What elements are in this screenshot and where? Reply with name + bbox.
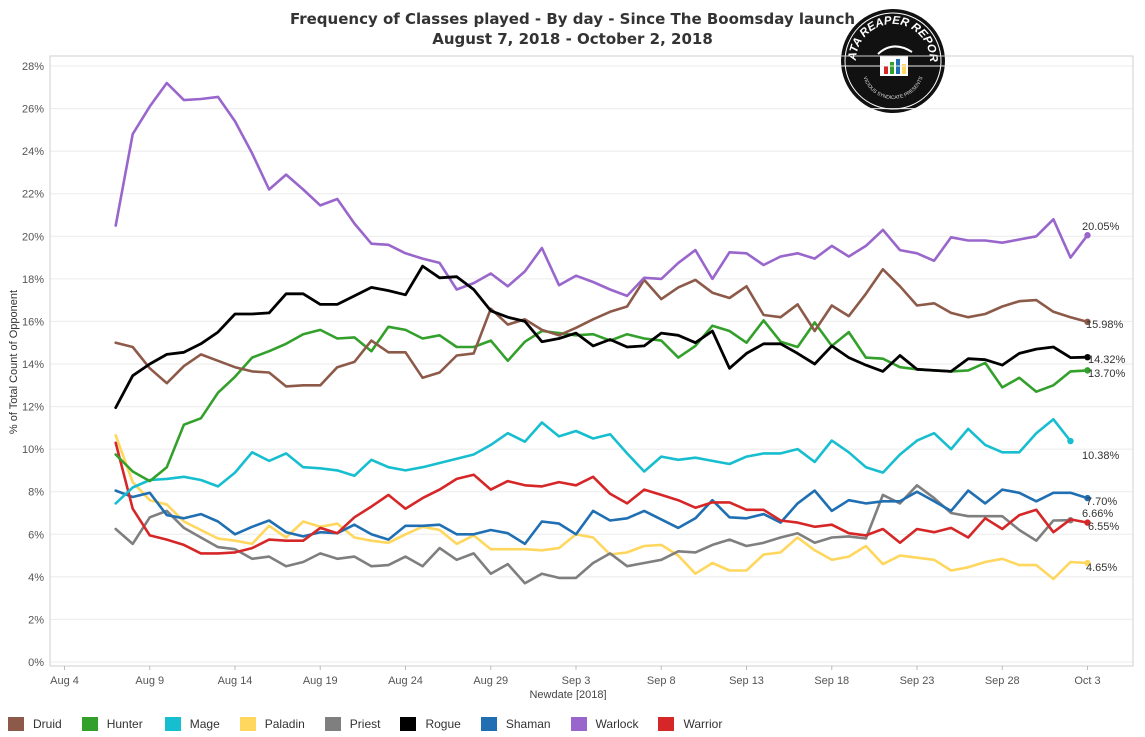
x-tick-label: Aug 24 xyxy=(388,675,423,687)
legend-swatch xyxy=(480,717,497,731)
legend-swatch xyxy=(239,717,256,731)
series-layer xyxy=(114,81,1091,585)
y-tick-label: 2% xyxy=(28,614,44,626)
x-tick-label: Sep 13 xyxy=(729,675,764,687)
end-label-druid: 15.98% xyxy=(1086,319,1124,331)
series-endpoint-hunter xyxy=(1084,367,1091,374)
series-line-shaman xyxy=(114,488,1089,546)
legend-swatch xyxy=(164,717,181,731)
legend-swatch xyxy=(81,717,98,731)
end-label-shaman: 7.70% xyxy=(1086,496,1117,508)
x-tick-label: Sep 28 xyxy=(985,675,1020,687)
y-tick-label: 20% xyxy=(22,231,44,243)
legend-item-mage: Mage xyxy=(164,717,220,731)
series-endpoint-warlock xyxy=(1084,232,1091,239)
gridlines xyxy=(50,65,1133,663)
end-labels: 20.05% 15.98% 14.32% 13.70% 10.38% 6.55% 7.70%… xyxy=(1082,221,1126,574)
end-label-warrior: 6.55% xyxy=(1088,521,1119,533)
legend-label: Priest xyxy=(349,717,381,731)
y-tick-label: 24% xyxy=(22,146,44,158)
legend-label: Warlock xyxy=(595,717,639,731)
legend: Druid Hunter Mage Paladin Priest Rogue Shaman W… xyxy=(8,714,740,734)
y-tick-label: 16% xyxy=(22,316,44,328)
legend-swatch xyxy=(658,717,675,731)
legend-label: Hunter xyxy=(106,717,143,731)
series-endpoint-druid xyxy=(1084,318,1091,326)
chart-title: Frequency of Classes played - By day - S… xyxy=(289,10,856,28)
y-tick-label: 8% xyxy=(28,487,44,499)
legend-item-druid: Druid xyxy=(8,717,62,731)
legend-label: Mage xyxy=(189,717,220,731)
series-endpoint-warrior xyxy=(1084,519,1091,526)
x-tick-label: Aug 14 xyxy=(218,675,253,687)
plot-area xyxy=(49,55,1134,667)
line-chart: 0% 2% 4% 6% 8% 10% 12% 14% 16% 18% 20% 22% 24% 26% 28%… xyxy=(8,55,1134,700)
series-line-druid xyxy=(114,267,1089,388)
end-label-rogue: 14.32% xyxy=(1088,354,1126,366)
x-tick-label: Sep 18 xyxy=(814,675,849,687)
legend-swatch xyxy=(400,717,417,731)
x-tick-label: Sep 23 xyxy=(900,675,935,687)
y-tick-label: 0% xyxy=(28,657,44,669)
y-tick-label: 18% xyxy=(22,274,44,286)
axes: 0% 2% 4% 6% 8% 10% 12% 14% 16% 18% 20% 22% 24% 26% 28%… xyxy=(22,55,1134,687)
legend-swatch xyxy=(8,717,24,731)
legend-item-shaman: Shaman xyxy=(480,717,551,731)
x-tick-label: Aug 19 xyxy=(303,675,338,687)
series-endpoint-mage xyxy=(1067,437,1074,445)
series-endpoint-rogue xyxy=(1084,353,1091,361)
end-label-paladin: 4.65% xyxy=(1086,562,1117,574)
legend-swatch xyxy=(324,717,341,731)
end-label-hunter: 13.70% xyxy=(1088,368,1126,380)
y-tick-label: 14% xyxy=(22,359,44,371)
legend-item-rogue: Rogue xyxy=(400,717,461,731)
y-tick-label: 12% xyxy=(22,402,44,414)
x-tick-label: Aug 9 xyxy=(135,675,164,687)
y-tick-label: 26% xyxy=(22,104,44,116)
series-line-warrior xyxy=(114,441,1089,555)
legend-item-warlock: Warlock xyxy=(570,717,639,731)
x-tick-label: Oct 3 xyxy=(1074,675,1100,687)
y-tick-label: 6% xyxy=(28,529,44,541)
series-endpoint-shaman xyxy=(1084,494,1091,502)
chart-subtitle: August 7, 2018 - October 2, 2018 xyxy=(432,30,713,48)
legend-swatch xyxy=(570,717,587,731)
x-tick-label: Aug 4 xyxy=(50,675,79,687)
legend-item-warrior: Warrior xyxy=(658,717,722,731)
series-line-priest xyxy=(114,483,1072,585)
x-tick-label: Aug 29 xyxy=(473,675,508,687)
legend-item-hunter: Hunter xyxy=(81,717,143,731)
series-line-rogue xyxy=(114,264,1089,410)
x-axis-label: Newdate [2018] xyxy=(529,689,606,700)
legend-label: Warrior xyxy=(683,717,723,731)
legend-item-priest: Priest xyxy=(324,717,381,731)
x-tick-label: Sep 8 xyxy=(647,675,676,687)
series-line-paladin xyxy=(114,433,1089,581)
y-tick-label: 10% xyxy=(22,444,44,456)
series-line-warlock xyxy=(114,81,1089,298)
y-tick-label: 22% xyxy=(22,189,44,201)
y-axis-label: % of Total Count of Opponent xyxy=(8,290,20,434)
end-label-mage: 10.38% xyxy=(1082,450,1120,462)
legend-item-paladin: Paladin xyxy=(239,717,305,731)
legend-label: Paladin xyxy=(264,717,305,731)
legend-label: Shaman xyxy=(505,717,551,731)
x-tick-label: Sep 3 xyxy=(562,675,591,687)
legend-label: Rogue xyxy=(425,717,461,731)
series-endpoint-paladin xyxy=(1084,559,1091,567)
series-line-mage xyxy=(114,417,1072,505)
legend-label: Druid xyxy=(33,717,62,731)
end-label-priest: 6.66% xyxy=(1082,508,1113,520)
y-tick-label: 4% xyxy=(28,572,44,584)
end-label-warlock: 20.05% xyxy=(1082,221,1120,233)
y-tick-label: 28% xyxy=(22,61,44,73)
